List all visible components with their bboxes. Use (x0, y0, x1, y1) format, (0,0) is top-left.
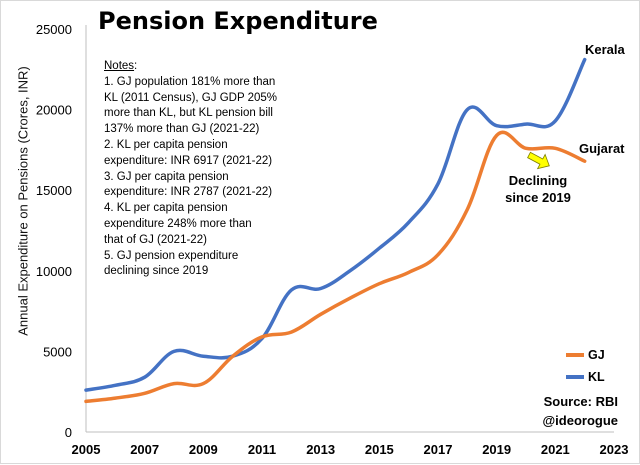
y-tick-label: 15000 (36, 183, 72, 198)
source-note: Source: RBI @ideorogue (541, 392, 618, 430)
note-line: expenditure: INR 2787 (2021-22) (104, 186, 273, 199)
y-tick-label: 20000 (36, 103, 72, 118)
note-line: more than KL, but KL pension bill (104, 107, 273, 120)
notes-heading: Notes: (104, 60, 138, 72)
declining-line-2: since 2019 (505, 190, 571, 205)
y-tick-label: 10000 (36, 264, 72, 279)
y-tick-label: 5000 (43, 344, 72, 359)
series-line-gj (84, 130, 587, 404)
legend-label-gj: GJ (588, 348, 605, 362)
x-tick-label: 2015 (365, 442, 394, 457)
x-tick-label: 2013 (306, 442, 335, 457)
note-line: expenditure: INR 6917 (2021-22) (104, 154, 273, 167)
legend-entry-gj: GJ (566, 344, 605, 366)
declining-line-1: Declining (508, 173, 568, 188)
note-line: 137% more than GJ (2021-22) (104, 123, 260, 136)
kerala-label: Kerala (585, 42, 625, 57)
gujarat-label: Gujarat (579, 141, 625, 156)
x-tick-label: 2023 (600, 442, 629, 457)
chart-title: Pension Expenditure (98, 7, 378, 35)
declining-arrow-icon (527, 151, 550, 170)
series-line-kl (84, 57, 587, 392)
source-line: Source: RBI (543, 394, 618, 409)
legend-swatch-gj (566, 353, 584, 357)
note-line: 4. KL per capita pension (104, 202, 228, 215)
note-line: 1. GJ population 181% more than (104, 75, 276, 88)
note-line: KL (2011 Census), GJ GDP 205% (104, 91, 278, 104)
note-line: that of GJ (2021-22) (104, 233, 207, 246)
x-tick-label: 2009 (189, 442, 218, 457)
x-tick-label: 2017 (424, 442, 453, 457)
legend-label-kl: KL (588, 370, 605, 384)
x-tick-label: 2007 (130, 442, 159, 457)
legend-entry-kl: KL (566, 366, 605, 388)
note-line: expenditure 248% more than (104, 217, 252, 230)
credit-line: @ideorogue (542, 413, 618, 428)
note-line: 2. KL per capita pension (104, 138, 228, 151)
declining-annotation: Declining since 2019 (498, 172, 578, 206)
y-tick-label: 0 (65, 425, 72, 440)
note-line: 3. GJ per capita pension (104, 170, 229, 183)
x-tick-label: 2021 (541, 442, 570, 457)
x-tick-label: 2019 (482, 442, 511, 457)
x-tick-label: 2011 (248, 442, 276, 457)
note-line: 5. GJ pension expenditure (104, 249, 239, 262)
y-axis-label: Annual Expenditure on Pensions (Crores, … (15, 66, 31, 336)
note-line: declining since 2019 (104, 265, 209, 278)
notes-box: Notes: 1. GJ population 181% more than K… (104, 59, 344, 280)
x-tick-label: 2005 (72, 442, 101, 457)
y-tick-label: 25000 (36, 22, 72, 37)
legend: GJ KL (566, 344, 605, 388)
legend-swatch-kl (566, 375, 584, 379)
